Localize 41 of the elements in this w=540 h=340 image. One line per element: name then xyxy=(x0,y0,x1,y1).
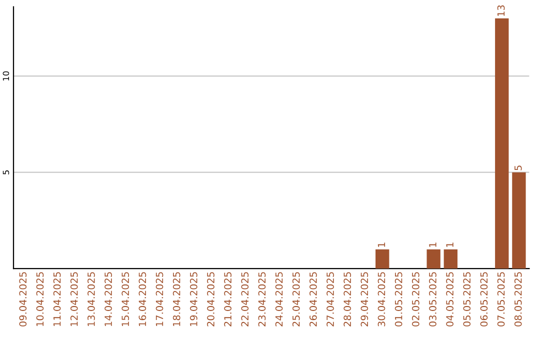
y-tick-label: 10 xyxy=(2,71,10,80)
bar xyxy=(376,249,390,269)
bar xyxy=(495,18,509,269)
x-tick-label: 09.04.2025 xyxy=(19,272,27,326)
x-tick-label: 20.04.2025 xyxy=(207,272,214,326)
x-tick-label: 14.04.2025 xyxy=(104,272,112,326)
x-tick-label: 01.05.2025 xyxy=(394,272,402,326)
x-tick-label: 02.05.2025 xyxy=(412,272,420,326)
data-label: 5 xyxy=(514,166,522,170)
x-tick-label: 22.04.2025 xyxy=(241,272,249,326)
x-tick-label: 23.04.2025 xyxy=(258,272,266,326)
x-tick-label: 07.05.2025 xyxy=(497,272,505,326)
bar xyxy=(444,249,458,269)
x-tick-label: 30.04.2025 xyxy=(378,272,386,326)
x-tick-label: 29.04.2025 xyxy=(360,272,368,326)
x-tick-label: 15.04.2025 xyxy=(122,272,130,326)
x-tick-label: 25.04.2025 xyxy=(292,272,300,326)
x-tick-label: 11.04.2025 xyxy=(53,272,61,326)
bar xyxy=(512,172,526,269)
x-tick-label: 19.04.2025 xyxy=(190,272,198,326)
x-tick-label: 21.04.2025 xyxy=(224,272,232,326)
x-tick-label: 04.05.2025 xyxy=(446,272,454,326)
x-tick-label: 16.04.2025 xyxy=(138,272,146,326)
x-tick-label: 05.05.2025 xyxy=(463,272,471,326)
bar xyxy=(426,249,440,269)
data-label: 13 xyxy=(497,5,505,16)
x-tick-label: 18.04.2025 xyxy=(172,272,180,326)
x-tick-label: 08.05.2025 xyxy=(514,272,522,326)
data-label: 1 xyxy=(446,242,454,247)
x-tick-label: 27.04.2025 xyxy=(326,272,334,326)
x-tick-label: 10.04.2025 xyxy=(36,272,44,326)
x-tick-label: 12.04.2025 xyxy=(70,272,78,326)
x-tick-label: 26.04.2025 xyxy=(310,272,317,326)
data-label: 1 xyxy=(378,242,386,247)
x-tick-label: 13.04.2025 xyxy=(88,272,95,326)
x-tick-label: 24.04.2025 xyxy=(275,272,283,326)
x-tick-label: 17.04.2025 xyxy=(156,272,164,326)
data-label: 1 xyxy=(429,242,436,247)
x-tick-label: 03.05.2025 xyxy=(429,272,436,326)
x-tick-label: 28.04.2025 xyxy=(344,272,352,326)
x-tick-label: 06.05.2025 xyxy=(480,272,488,326)
